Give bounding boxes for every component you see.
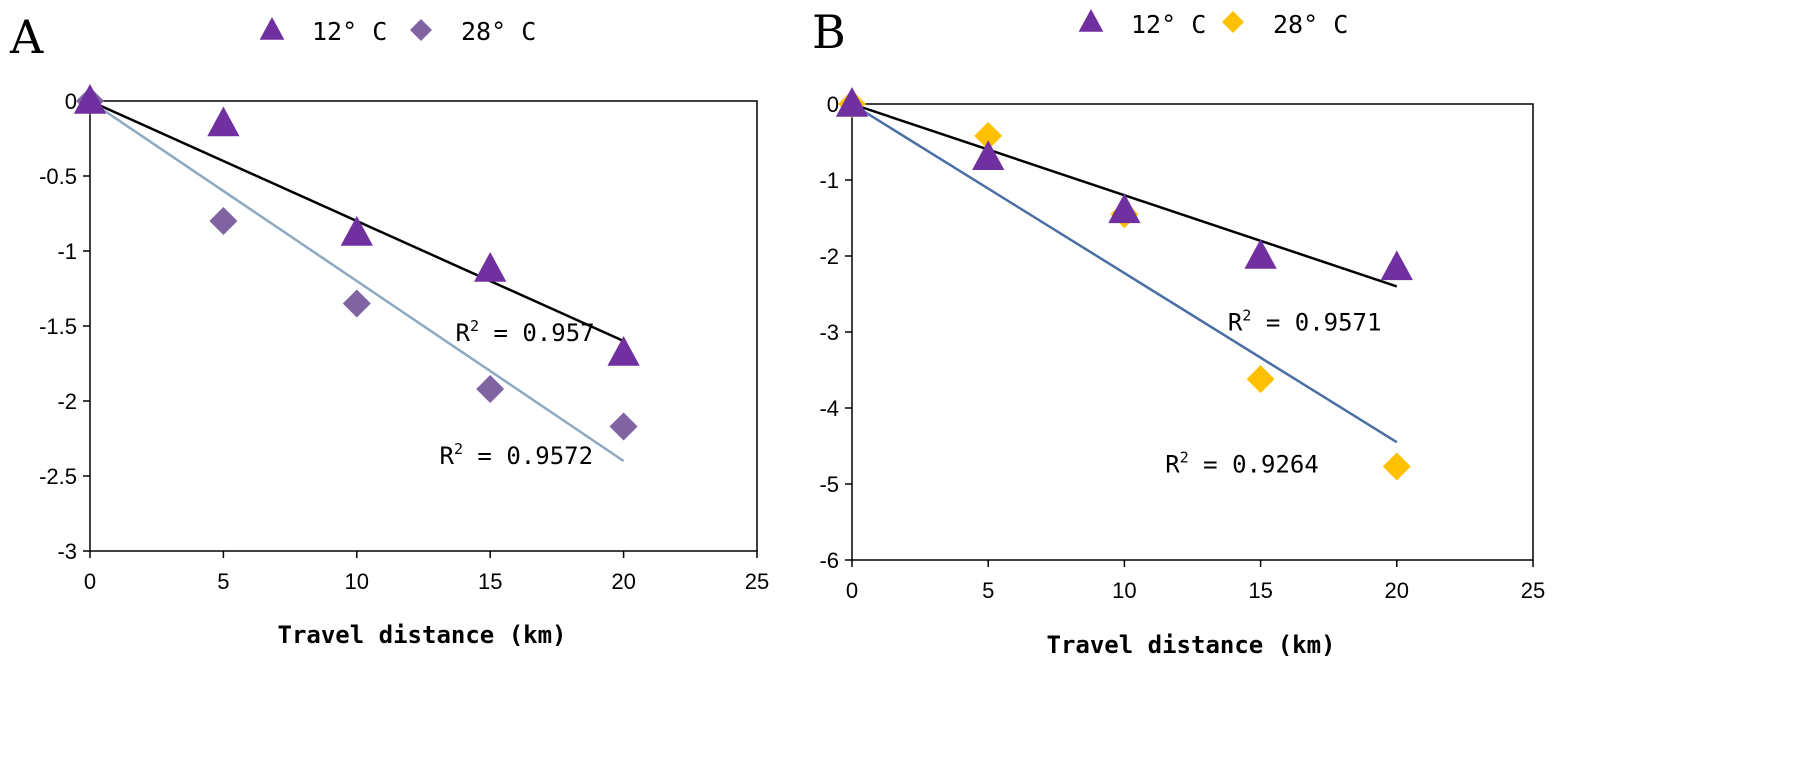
triangle-point [1380,250,1413,281]
y-tick-label: -5 [819,472,839,497]
y-tick-label: -1 [819,168,839,193]
legend-label-12c: 12° C [312,17,387,46]
legend-label-12c: 12° C [1131,10,1206,39]
y-tick-label: -6 [819,548,839,573]
x-tick-label: 25 [1521,578,1545,603]
diamond-point [1246,365,1275,394]
x-tick-label: 10 [345,569,369,594]
panel-a-legend: 12° C 28° C [259,17,536,46]
triangle-point [340,216,373,246]
x-tick-label: 0 [84,569,96,594]
panel-a-letter: A [9,10,44,64]
y-tick-label: -1 [57,239,77,264]
x-tick-label: 5 [217,569,229,594]
legend-diamond-marker [1222,11,1244,33]
x-tick-label: 20 [1385,578,1409,603]
y-tick-label: 0 [827,92,839,117]
triangle-point [607,336,640,366]
legend-label-28c: 28° C [461,17,536,46]
diamond-point [476,375,505,403]
y-tick-label: -3 [819,320,839,345]
y-tick-label: -4 [819,396,839,421]
legend-label-28c: 28° C [1273,10,1348,39]
diamond-point [974,121,1003,150]
panel-a-x-axis-label: Travel distance (km) [278,621,567,649]
y-tick-label: -0.5 [39,164,77,189]
panel-a-data-points [73,84,640,441]
x-tick-label: 5 [982,578,994,603]
diamond-point [609,412,638,441]
x-tick-label: 25 [745,569,769,594]
x-tick-label: 15 [478,569,502,594]
legend-diamond-marker [410,19,432,41]
panel-a: A 12° C 28° C 0 5 10 15 20 25 0 -0.5 -1 -1.5 -2 -2.… [9,10,769,649]
panel-b: B 12° C 28° C 0 5 10 15 20 25 0 -1 -2 -3 -4 -5 -6 R2… [812,5,1545,659]
y-tick-label: -2 [819,244,839,269]
y-tick-label: -3 [57,539,77,564]
panel-b-plot-area [851,103,1534,561]
x-tick-label: 10 [1112,578,1136,603]
r2-label-28c: R2 = 0.9264 [1165,449,1319,479]
r2-label-12c: R2 = 0.9571 [1228,306,1382,336]
triangle-point [972,140,1005,170]
panel-a-trendlines [89,99,625,463]
x-tick-label: 0 [846,578,858,603]
x-tick-label: 15 [1248,578,1272,603]
panel-a-axis-ticks: 0 5 10 15 20 25 0 -0.5 -1 -1.5 -2 -2.5 -3 [39,89,769,594]
diamond-point [1382,452,1411,481]
y-tick-label: -2 [57,389,77,414]
legend-triangle-marker [1078,9,1104,32]
diamond-point [209,207,238,235]
y-tick-label: -2.5 [39,464,77,489]
diamond-point [342,289,371,318]
triangle-point [73,84,107,114]
panel-b-x-axis-label: Travel distance (km) [1047,631,1336,659]
panel-b-data-points [835,87,1413,481]
trendline-28c [851,102,1398,444]
r2-label-28c: R2 = 0.9572 [440,440,594,470]
x-tick-label: 20 [611,569,635,594]
y-tick-label: 0 [65,89,77,114]
triangle-point [1108,193,1141,224]
legend-triangle-marker [259,17,285,40]
triangle-point [474,252,507,282]
panel-b-trendlines [851,102,1398,444]
panel-b-letter: B [812,5,846,59]
trendline-28c [89,99,625,463]
y-tick-label: -1.5 [39,314,77,339]
r2-label-12c: R2 = 0.957 [456,317,595,347]
triangle-point [835,87,869,117]
panel-b-legend: 12° C 28° C [1078,9,1348,39]
panel-b-axis-ticks: 0 5 10 15 20 25 0 -1 -2 -3 -4 -5 -6 [819,92,1545,603]
triangle-point [1244,239,1277,269]
triangle-point [207,106,240,137]
